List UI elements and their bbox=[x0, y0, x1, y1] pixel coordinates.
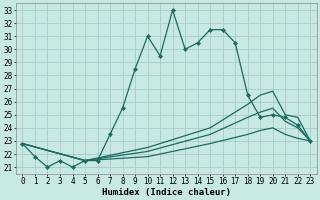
X-axis label: Humidex (Indice chaleur): Humidex (Indice chaleur) bbox=[102, 188, 231, 197]
